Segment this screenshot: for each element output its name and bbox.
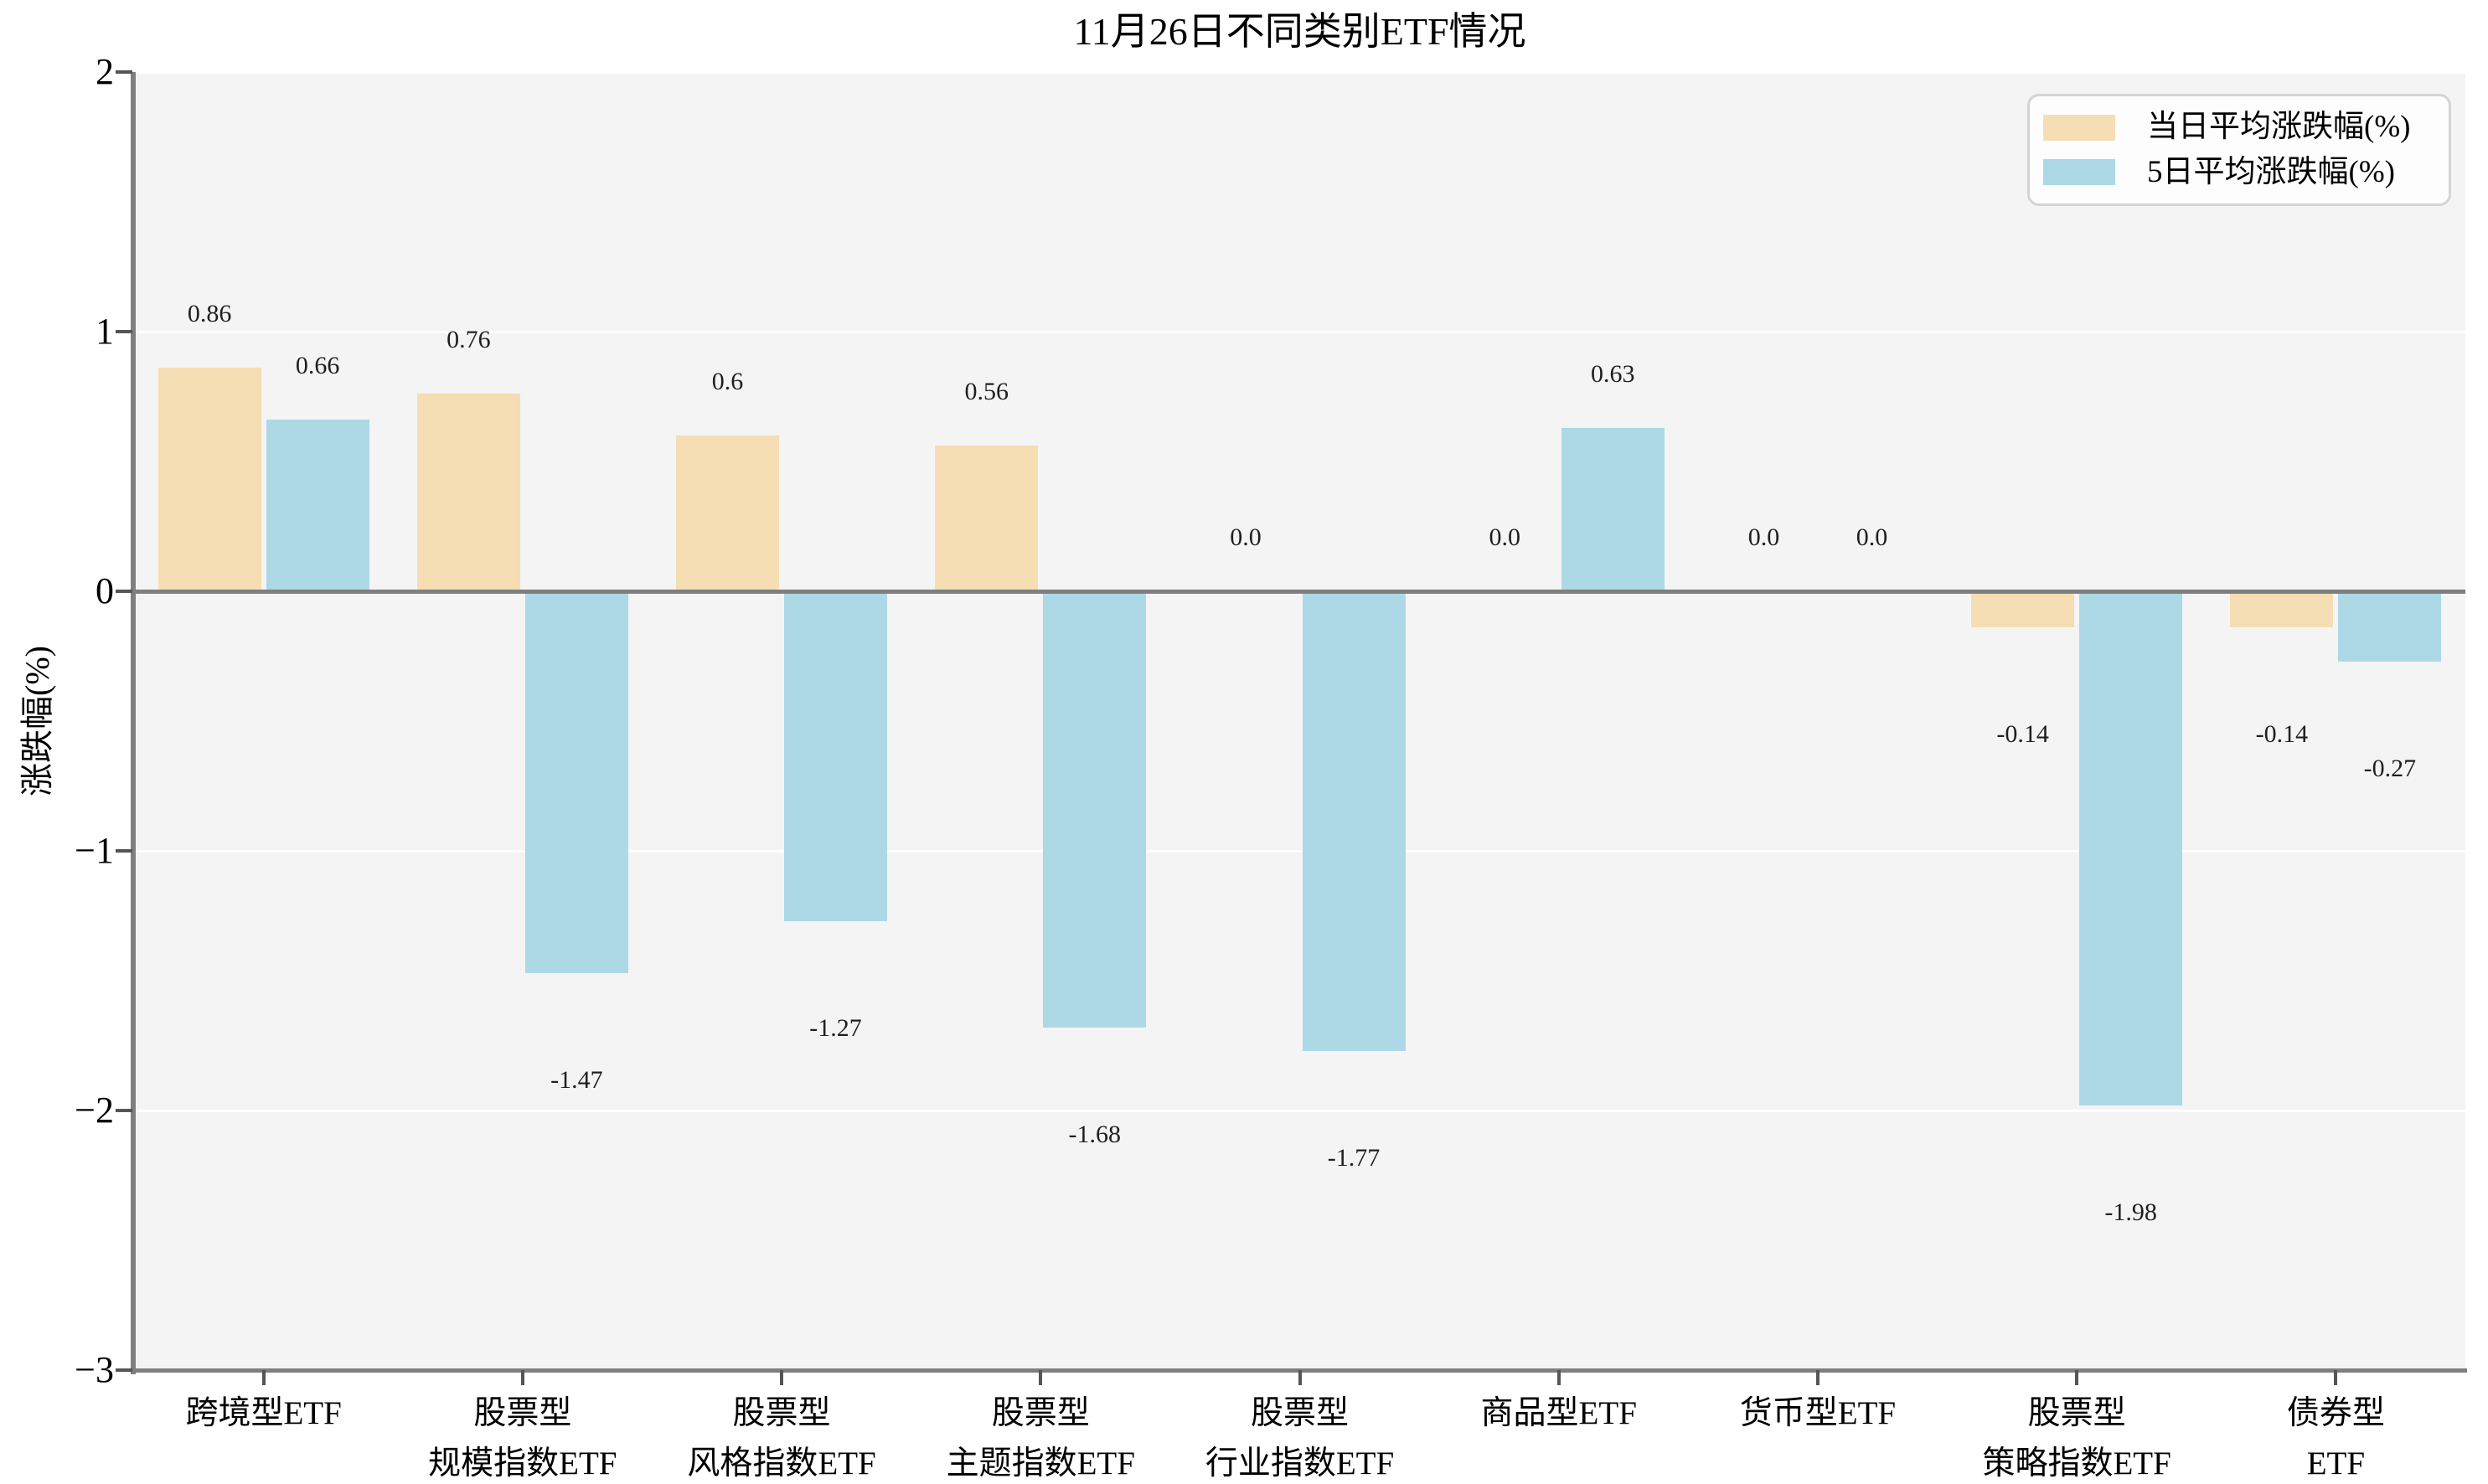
x-axis-tick (261, 1370, 266, 1385)
chart-title: 11月26日不同类别ETF情况 (1073, 10, 1526, 53)
y-axis-title: 涨跌幅(%) (18, 646, 56, 796)
legend-label-daily: 当日平均涨跌幅(%) (2147, 110, 2411, 145)
legend-item-daily: 当日平均涨跌幅(%) (2043, 111, 2435, 144)
legend: 当日平均涨跌幅(%) 5日平均涨跌幅(%) (2027, 94, 2451, 206)
bar-value-label: -1.47 (550, 1065, 603, 1094)
bar (524, 591, 628, 973)
x-axis-tick (2334, 1370, 2338, 1385)
bar-value-label: 0.0 (1489, 523, 1520, 551)
bar-value-label: 0.0 (1747, 523, 1780, 551)
x-axis-tick (1039, 1370, 1043, 1385)
bar (935, 446, 1039, 591)
y-axis-spine (131, 72, 136, 1374)
legend-swatch-daily (2043, 114, 2115, 141)
bar (157, 368, 261, 591)
x-tick-label: 跨境型ETF (185, 1395, 342, 1431)
bar (2338, 591, 2442, 662)
x-axis-tick (1298, 1370, 1302, 1385)
bar-value-label: 0.0 (1856, 523, 1888, 551)
bar-value-label: 0.56 (964, 378, 1009, 406)
gridline (134, 849, 2465, 853)
bar-value-label: 0.76 (446, 326, 491, 354)
bar-value-label: -0.27 (2363, 754, 2417, 782)
x-tick-label: 股票型 策略指数ETF (1982, 1395, 2171, 1481)
bar-value-label: 0.6 (711, 368, 744, 395)
y-tick-label: −2 (75, 1090, 114, 1131)
x-tick-label: 股票型 规模指数ETF (428, 1395, 617, 1481)
y-tick-label: 2 (95, 51, 114, 92)
bar (2079, 591, 2183, 1105)
bar-value-label: 0.63 (1590, 359, 1635, 388)
y-tick-label: −3 (75, 1349, 114, 1390)
bar (1971, 591, 2075, 628)
y-tick-label: 0 (95, 570, 114, 611)
y-tick-label: 1 (95, 311, 114, 352)
x-axis-tick (2075, 1370, 2079, 1385)
x-axis-tick (1815, 1370, 1820, 1385)
y-tick-label: −1 (75, 830, 114, 871)
bar (2230, 591, 2334, 628)
y-axis-tick (116, 1368, 132, 1372)
x-axis-tick (1556, 1370, 1561, 1385)
bar-value-label: -1.98 (2104, 1198, 2157, 1226)
bar (1043, 591, 1147, 1028)
y-axis-tick (116, 330, 132, 333)
x-tick-label: 债券型ETF (2286, 1395, 2385, 1481)
y-axis-tick (116, 849, 132, 853)
bar (1302, 591, 1406, 1051)
bar-value-label: -1.27 (809, 1013, 862, 1042)
x-tick-label: 商品型ETF (1480, 1395, 1637, 1431)
gridline (134, 1109, 2465, 1112)
bar-value-label: 0.66 (295, 352, 340, 380)
bar (676, 435, 780, 591)
bar (784, 591, 888, 921)
x-axis-tick (520, 1370, 524, 1385)
bar-value-label: -1.77 (1327, 1143, 1381, 1172)
x-tick-label: 股票型 行业指数ETF (1205, 1395, 1395, 1481)
bar-value-label: 0.86 (187, 300, 232, 328)
legend-item-5day: 5日平均涨跌幅(%) (2043, 154, 2435, 189)
bar-value-label: 0.0 (1230, 523, 1262, 551)
bar-value-label: -1.68 (1068, 1120, 1122, 1148)
gridline (134, 70, 2465, 74)
y-axis-tick (116, 70, 132, 74)
bar (266, 420, 369, 591)
zero-line (134, 589, 2465, 594)
x-tick-label: 股票型 主题指数ETF (946, 1395, 1135, 1481)
bar (416, 394, 520, 591)
x-axis-tick (780, 1370, 784, 1385)
plot-area (134, 72, 2465, 1370)
y-axis-tick (116, 590, 132, 593)
bar-value-label: -0.14 (1996, 720, 2049, 749)
legend-swatch-5day (2043, 159, 2115, 186)
legend-label-5day: 5日平均涨跌幅(%) (2147, 154, 2395, 189)
x-tick-label: 货币型ETF (1739, 1395, 1897, 1431)
x-tick-label: 股票型 风格指数ETF (687, 1395, 876, 1481)
y-axis-tick (116, 1109, 132, 1112)
gridline (134, 330, 2465, 333)
bar (1561, 427, 1665, 591)
bar-value-label: -0.14 (2255, 720, 2309, 749)
